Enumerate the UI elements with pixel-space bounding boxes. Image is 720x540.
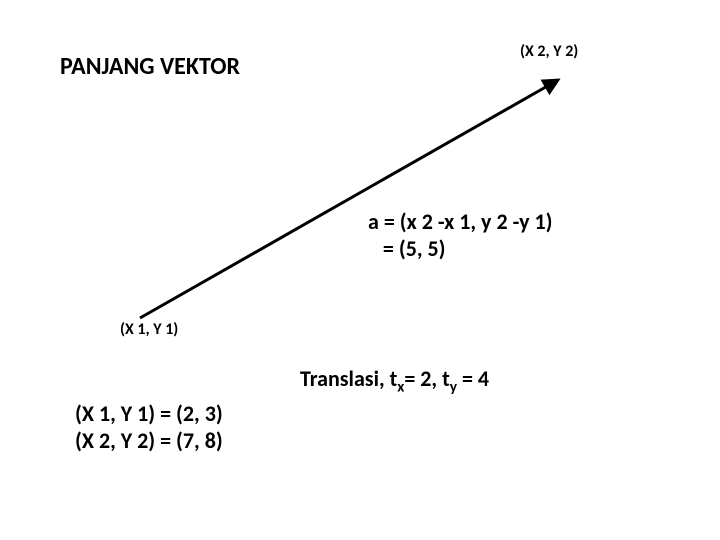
translasi-sub-y: y bbox=[450, 377, 457, 396]
vector-line bbox=[140, 80, 558, 318]
formula-line-1: a = (x 2 -x 1, y 2 -y 1) bbox=[368, 208, 553, 235]
formula-block: a = (x 2 -x 1, y 2 -y 1) = (5, 5) bbox=[368, 208, 553, 262]
translasi-text: Translasi, tx= 2, ty = 4 bbox=[300, 365, 489, 396]
coord-line-1: (X 1, Y 1) = (2, 3) bbox=[75, 400, 223, 427]
label-point1: (X 1, Y 1) bbox=[120, 320, 178, 339]
coord-line-2: (X 2, Y 2) = (7, 8) bbox=[75, 427, 223, 454]
formula-line-2: = (5, 5) bbox=[368, 235, 553, 262]
label-point2: (X 2, Y 2) bbox=[520, 42, 578, 61]
translasi-prefix: Translasi, t bbox=[300, 365, 397, 392]
page-title: PANJANG VEKTOR bbox=[60, 52, 240, 81]
coords-block: (X 1, Y 1) = (2, 3) (X 2, Y 2) = (7, 8) bbox=[75, 400, 223, 454]
vector-arrow bbox=[0, 0, 720, 540]
translasi-suffix: = 4 bbox=[457, 365, 489, 392]
translasi-mid: = 2, t bbox=[404, 365, 449, 392]
